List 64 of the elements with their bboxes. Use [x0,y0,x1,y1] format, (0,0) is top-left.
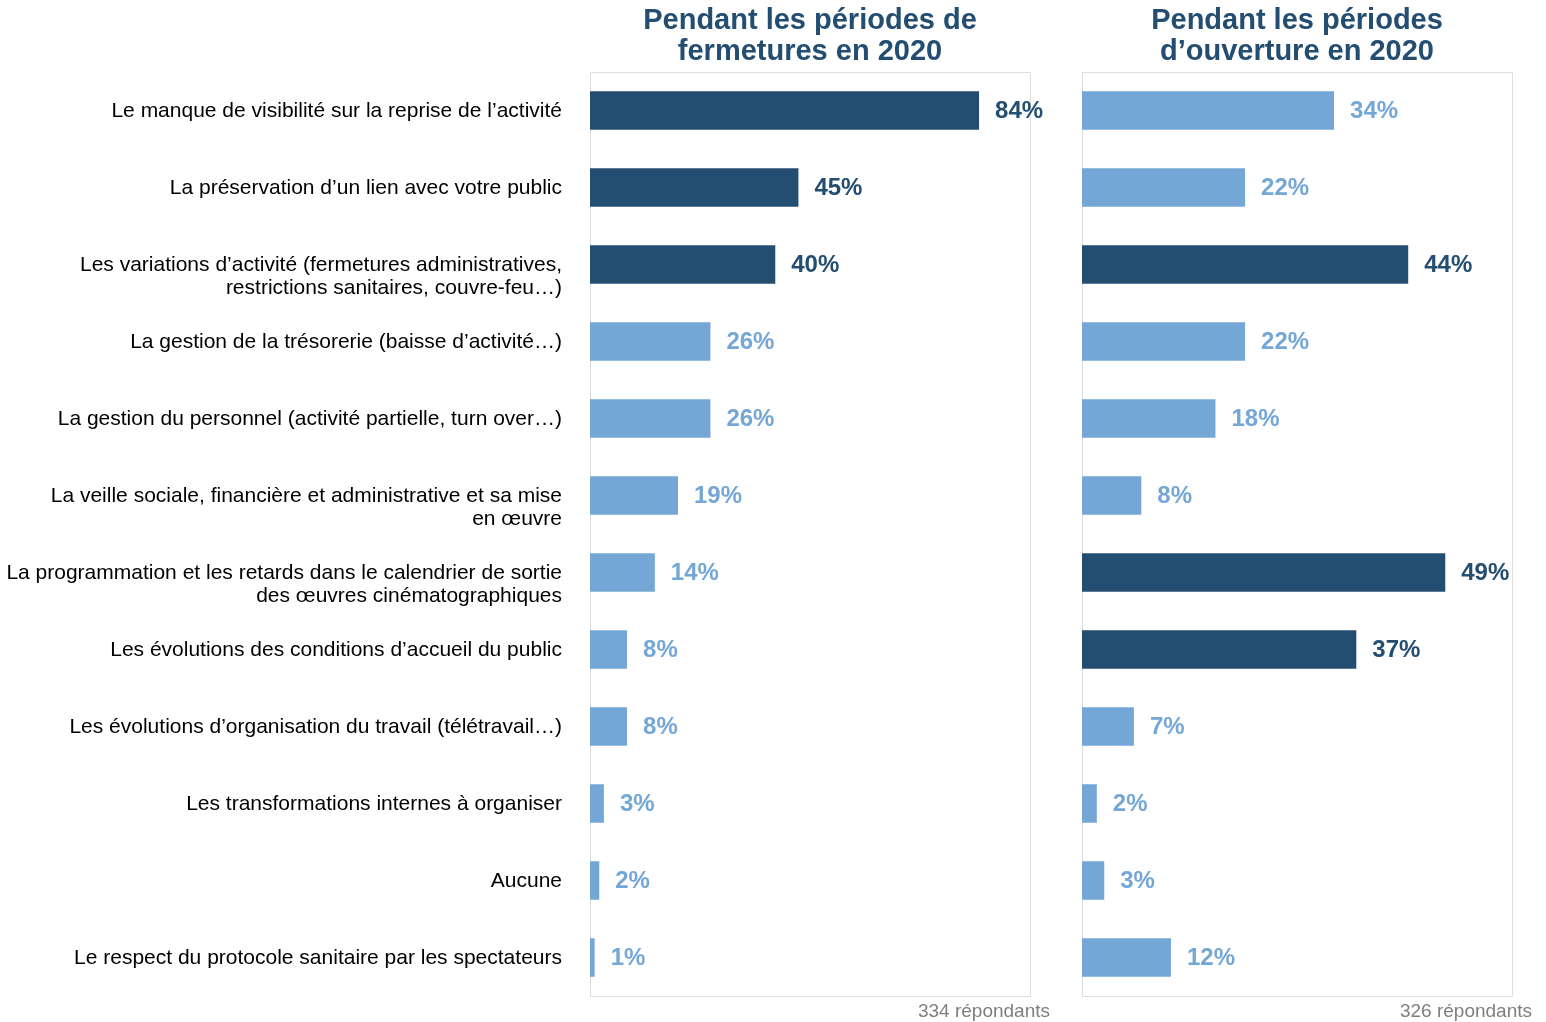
data-label: 26% [726,403,775,431]
data-label: 44% [1424,249,1473,277]
data-label: 14% [670,557,719,585]
chart-title: Pendant les périodes d’ouverture en 2020 [1151,3,1443,66]
bar [590,322,711,361]
y-tick-label: La programmation et les retards dans le calendrier de sortie des œuvres cinématographiques [6,559,562,606]
data-label: 40% [791,249,840,277]
bar [1082,476,1142,515]
bar [590,861,600,900]
bar [590,630,628,669]
bar [590,399,711,438]
bar [590,707,628,746]
y-tick-label: Les évolutions des conditions d’accueil du public [110,636,562,660]
y-tick-label: Les variations d’activité (fermetures administratives, restrictions sanitaires, couvre-feu…) [79,251,562,298]
bar [1082,630,1357,669]
bar [1082,399,1216,438]
data-label: 3% [619,788,655,816]
data-label: 22% [1261,172,1310,200]
data-label: 37% [1372,634,1421,662]
bar [1082,322,1246,361]
data-label: 2% [1112,788,1148,816]
data-label: 12% [1186,942,1236,970]
y-tick-label: La veille sociale, financière et administrative et sa mise en œuvre [50,482,562,529]
y-tick-label: Les évolutions d’organisation du travail (télétravail…) [69,713,562,737]
y-tick-label: La gestion du personnel (activité partielle, turn over…) [57,405,562,429]
text: 326 répondants [1399,1000,1532,1021]
y-tick-label: La préservation d’un lien avec votre public [169,174,562,198]
y-tick-label: Le manque de visibilité sur la reprise de l’activité [111,97,562,121]
data-label: 2% [615,865,650,893]
data-label: 7% [1149,711,1185,739]
data-label: 3% [1120,865,1155,893]
bar [590,476,678,515]
bar [1082,707,1134,746]
bar [590,245,776,284]
data-label: 45% [814,172,863,200]
y-tick-label: La gestion de la trésorerie (baisse d’activité…) [130,328,562,352]
bar [1082,245,1409,284]
y-tick-label: Aucune [490,867,562,891]
data-label: 34% [1350,95,1399,123]
data-label: 26% [726,326,775,354]
data-label: 8% [643,711,678,739]
bar [1082,168,1246,207]
data-label: 19% [694,480,743,508]
bar [1082,861,1105,900]
y-tick-label: Le respect du protocole sanitaire par les spectateurs [74,944,562,968]
data-label: 49% [1461,557,1510,585]
data-label: 1% [610,942,646,970]
y-tick-label: Les transformations internes à organiser [186,790,562,814]
bar [590,553,655,592]
bar [590,784,604,823]
bar [1082,784,1097,823]
bar [590,938,595,977]
data-label: 18% [1231,403,1280,431]
bar [1082,91,1335,130]
chart-title: Pendant les périodes de fermetures en 2020 [643,3,977,66]
bar [1082,553,1446,592]
bar [590,168,799,207]
data-label: 8% [643,634,678,662]
data-label: 84% [995,95,1044,123]
bar [590,91,980,130]
data-label: 8% [1157,480,1192,508]
bar [1082,938,1171,977]
text: 334 répondants [917,1000,1050,1021]
data-label: 22% [1261,326,1310,354]
